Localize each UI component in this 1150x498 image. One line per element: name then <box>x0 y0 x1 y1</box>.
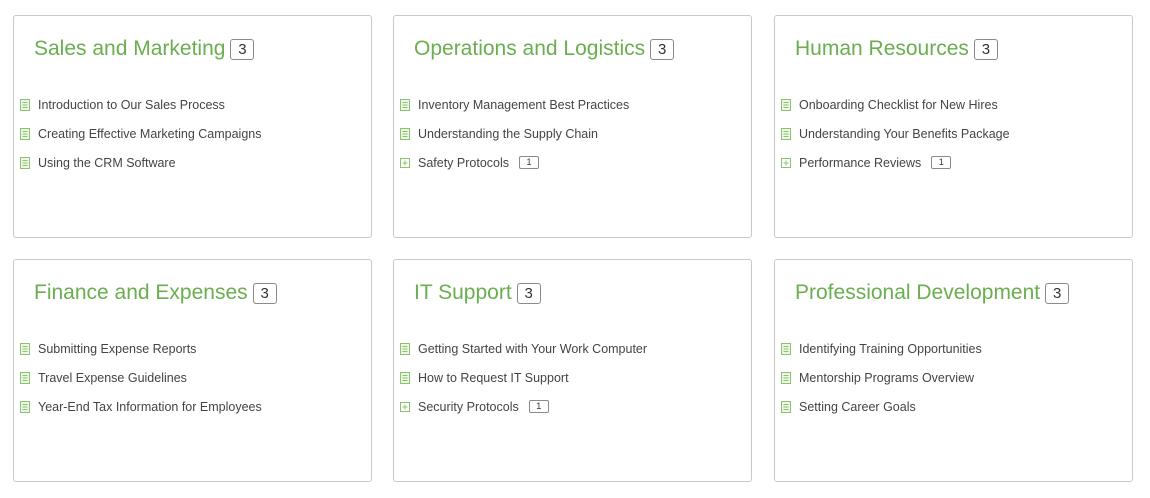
category-title[interactable]: Sales and Marketing <box>34 37 226 60</box>
article-item[interactable]: Getting Started with Your Work Computer <box>400 334 647 363</box>
article-count-badge: 3 <box>973 38 998 60</box>
article-item[interactable]: Travel Expense Guidelines <box>20 363 262 392</box>
document-icon <box>400 127 410 140</box>
article-count-badge: 3 <box>650 38 675 60</box>
article-item[interactable]: Introduction to Our Sales Process <box>20 90 262 119</box>
article-label: Using the CRM Software <box>38 155 176 170</box>
category-card-sales-and-marketing: Sales and Marketing 3 Introduction to Ou… <box>13 15 372 238</box>
document-icon <box>20 98 30 111</box>
article-label: Getting Started with Your Work Computer <box>418 341 648 356</box>
article-count-badge: 3 <box>1045 282 1070 304</box>
article-label: Setting Career Goals <box>799 399 916 414</box>
article-label: How to Request IT Support <box>418 370 569 385</box>
article-item[interactable]: Using the CRM Software <box>20 148 262 177</box>
article-label: Year-End Tax Information for Employees <box>38 399 262 414</box>
document-icon <box>781 127 791 140</box>
article-item[interactable]: Submitting Expense Reports <box>20 334 262 363</box>
subcategory-label: Security Protocols <box>418 399 519 414</box>
category-card-professional-development: Professional Development 3 Identifying T… <box>774 259 1133 482</box>
article-item[interactable]: How to Request IT Support <box>400 363 647 392</box>
category-title[interactable]: Professional Development <box>795 281 1041 304</box>
article-label: Understanding Your Benefits Package <box>799 126 1010 141</box>
article-item[interactable]: Setting Career Goals <box>781 392 982 421</box>
subcategory-count-badge: 1 <box>528 400 549 413</box>
card-header: Human Resources 3 <box>795 36 998 62</box>
article-label: Submitting Expense Reports <box>38 341 197 356</box>
expand-icon[interactable] <box>781 157 791 169</box>
card-header: Finance and Expenses 3 <box>34 280 277 306</box>
card-header: Operations and Logistics 3 <box>414 36 675 62</box>
category-card-it-support: IT Support 3 Getting Started with Your W… <box>393 259 752 482</box>
article-list: Submitting Expense Reports Travel Expens… <box>20 334 262 421</box>
article-item[interactable]: Creating Effective Marketing Campaigns <box>20 119 262 148</box>
subcategory-count-badge: 1 <box>519 156 540 169</box>
category-title[interactable]: IT Support <box>414 281 512 304</box>
article-item[interactable]: Understanding the Supply Chain <box>400 119 629 148</box>
document-icon <box>20 127 30 140</box>
document-icon <box>781 98 791 111</box>
expand-icon[interactable] <box>400 401 410 413</box>
article-item[interactable]: Understanding Your Benefits Package <box>781 119 1010 148</box>
article-label: Introduction to Our Sales Process <box>38 97 225 112</box>
article-count-badge: 3 <box>516 282 541 304</box>
article-label: Onboarding Checklist for New Hires <box>799 97 998 112</box>
article-item[interactable]: Year-End Tax Information for Employees <box>20 392 262 421</box>
article-item[interactable]: Onboarding Checklist for New Hires <box>781 90 1010 119</box>
category-card-finance-and-expenses: Finance and Expenses 3 Submitting Expens… <box>13 259 372 482</box>
category-card-human-resources: Human Resources 3 Onboarding Checklist f… <box>774 15 1133 238</box>
document-icon <box>400 342 410 355</box>
document-icon <box>781 400 791 413</box>
document-icon <box>400 371 410 384</box>
subcategory-item[interactable]: Safety Protocols 1 <box>400 148 629 177</box>
document-icon <box>781 371 791 384</box>
article-label: Inventory Management Best Practices <box>418 97 630 112</box>
article-label: Identifying Training Opportunities <box>799 341 982 356</box>
category-title[interactable]: Finance and Expenses <box>34 281 248 304</box>
category-title[interactable]: Operations and Logistics <box>414 37 646 60</box>
document-icon <box>20 156 30 169</box>
card-header: IT Support 3 <box>414 280 541 306</box>
article-list: Identifying Training Opportunities Mento… <box>781 334 982 421</box>
card-header: Sales and Marketing 3 <box>34 36 255 62</box>
subcategory-label: Safety Protocols <box>418 155 510 170</box>
document-icon <box>20 371 30 384</box>
article-label: Travel Expense Guidelines <box>38 370 187 385</box>
article-item[interactable]: Inventory Management Best Practices <box>400 90 629 119</box>
article-item[interactable]: Identifying Training Opportunities <box>781 334 982 363</box>
category-title[interactable]: Human Resources <box>795 37 969 60</box>
subcategory-item[interactable]: Security Protocols 1 <box>400 392 647 421</box>
article-list: Getting Started with Your Work Computer … <box>400 334 647 421</box>
article-list: Onboarding Checklist for New Hires Under… <box>781 90 1010 177</box>
document-icon <box>781 342 791 355</box>
document-icon <box>400 98 410 111</box>
subcategory-label: Performance Reviews <box>799 155 922 170</box>
article-count-badge: 3 <box>230 38 255 60</box>
article-list: Inventory Management Best Practices Unde… <box>400 90 629 177</box>
card-header: Professional Development 3 <box>795 280 1070 306</box>
document-icon <box>20 342 30 355</box>
document-icon <box>20 400 30 413</box>
article-label: Creating Effective Marketing Campaigns <box>38 126 262 141</box>
category-card-operations-and-logistics: Operations and Logistics 3 Inventory Man… <box>393 15 752 238</box>
subcategory-count-badge: 1 <box>931 156 952 169</box>
article-label: Understanding the Supply Chain <box>418 126 598 141</box>
article-count-badge: 3 <box>252 282 277 304</box>
expand-icon[interactable] <box>400 157 410 169</box>
subcategory-item[interactable]: Performance Reviews 1 <box>781 148 1010 177</box>
article-item[interactable]: Mentorship Programs Overview <box>781 363 982 392</box>
article-label: Mentorship Programs Overview <box>799 370 975 385</box>
article-list: Introduction to Our Sales Process Creati… <box>20 90 262 177</box>
